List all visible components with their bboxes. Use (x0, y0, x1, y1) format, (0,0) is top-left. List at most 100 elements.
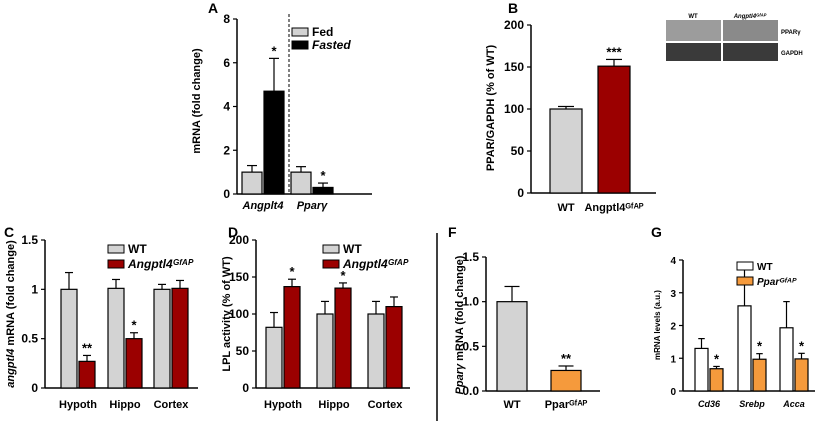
bar-g-2-0 (779, 327, 794, 392)
x-category-label: Hippo (109, 399, 140, 411)
panel-letter: C (4, 224, 14, 240)
legend-swatch (322, 244, 340, 254)
legend-swatch (736, 261, 754, 271)
bar-g-1-1 (752, 358, 767, 392)
significance-marker: * (340, 268, 346, 283)
y-tick-label: 50 (511, 144, 525, 158)
x-category-label: Srebp (739, 399, 765, 409)
chart-panel-g: G 0 1 2 3 4 mRNA levels (a.u.) * * * Cd36 Srebp Acca… (651, 224, 815, 409)
significance-marker: ** (82, 340, 93, 355)
bar-d-2-1 (385, 306, 403, 389)
x-category-label: Angptl4ᴳᶠᴬᴾ (584, 202, 643, 214)
y-tick-label: 1 (31, 282, 38, 296)
y-axis-label: LPL activity (% of WT) (221, 256, 233, 372)
y-axis-label-rest: mRNA (fold change) (5, 240, 17, 346)
x-category-label: Hypoth (264, 399, 302, 411)
significance-marker: * (799, 338, 805, 353)
legend-swatch (322, 259, 340, 269)
y-tick-label: 8 (223, 12, 230, 26)
y-tick-label: 0 (242, 381, 249, 395)
significance-marker: * (320, 168, 326, 183)
bar-a-0-1 (263, 90, 285, 195)
legend-label: WT (128, 242, 147, 256)
significance-marker: ** (561, 351, 572, 366)
y-tick-label: 1 (670, 354, 676, 365)
y-tick-label: 200 (504, 18, 524, 32)
y-tick-label: 0.0 (462, 384, 479, 398)
legend-label: Pparᴳᶠᴬᴾ (757, 277, 797, 288)
y-tick-label: 100 (229, 307, 249, 321)
x-category-label: Cortex (368, 399, 404, 411)
blot-band-ko-ppar (723, 20, 778, 41)
legend-swatch (291, 27, 309, 37)
x-category-label: Cd36 (698, 399, 721, 409)
y-tick-label: 1.5 (462, 250, 479, 264)
legend-swatch (291, 40, 309, 50)
bar-a-1-0 (290, 171, 312, 195)
y-axis-label: PPAR/GAPDH (% of WT) (485, 45, 497, 172)
x-category-label: Pparᴳᶠᴬᴾ (545, 399, 588, 411)
bar-c-0-0 (60, 288, 78, 389)
legend-label: Angptl4ᴳᶠᴬᴾ (342, 257, 409, 271)
blot-column-label: WT (688, 14, 698, 20)
chart-panel-d: D 0 50 100 150 200 LPL activity (% of WT) * * Hyp… (221, 224, 410, 411)
y-axis-label-gene: Pparγ (454, 361, 466, 395)
legend-label: Angptl4ᴳᶠᴬᴾ (127, 257, 194, 271)
x-category-label: Pparγ (297, 200, 328, 212)
x-category-label: Acca (782, 399, 805, 409)
legend-label: Fed (312, 25, 333, 39)
y-axis-label: angptl4 mRNA (fold change) (5, 240, 17, 388)
blot-band-ko-gapdh (723, 43, 778, 61)
y-tick-label: 4 (223, 100, 230, 114)
blot-row-label: PPARγ (781, 30, 801, 36)
bar-c-2-0 (153, 288, 171, 389)
chart-panel-a: A 0 2 4 6 8 mRNA (fold change) * * Angplt4 Pparγ Fe… (191, 0, 372, 212)
panel-letter: G (651, 224, 662, 240)
y-axis-label: Pparγ mRNA (fold change) (454, 255, 466, 394)
legend-label: Fasted (312, 38, 351, 52)
y-tick-label: 150 (229, 270, 249, 284)
y-axis-label: mRNA (fold change) (191, 48, 203, 154)
bar-f-0-0 (496, 301, 528, 392)
y-tick-label: 200 (229, 233, 249, 247)
bar-c-2-1 (171, 287, 189, 389)
y-axis-label-gene: angptl4 (5, 346, 17, 388)
significance-marker: * (131, 318, 137, 333)
x-category-label: WT (557, 202, 574, 214)
blot-row-label: GAPDH (781, 51, 803, 57)
bar-d-2-0 (367, 313, 385, 389)
blot-band-wt-ppar (666, 20, 721, 41)
y-tick-label: 6 (223, 56, 230, 70)
y-axis-label: mRNA levels (a.u.) (653, 290, 662, 360)
legend-label: WT (757, 262, 773, 273)
chart-panel-b: B 0 50 100 150 200 PPAR/GAPDH (% of WT) *** WT An… (485, 0, 803, 214)
y-tick-label: 0.5 (462, 339, 479, 353)
significance-marker: * (757, 339, 763, 354)
panel-letter: D (228, 224, 238, 240)
bar-c-0-1 (78, 360, 96, 389)
bar-d-1-0 (316, 313, 334, 389)
bar-b-1-0 (597, 65, 631, 194)
panel-letter: A (208, 0, 218, 16)
panel-letter: F (448, 224, 457, 240)
y-tick-label: 4 (670, 256, 676, 267)
x-category-label: Cortex (154, 399, 190, 411)
bar-d-0-1 (283, 286, 301, 389)
y-tick-label: 0 (670, 387, 676, 398)
y-tick-label: 0 (31, 381, 38, 395)
y-tick-label: 0 (223, 187, 230, 201)
y-axis-label-rest: mRNA (fold change) (454, 255, 466, 361)
x-category-label: Angplt4 (242, 200, 284, 212)
bar-g-2-1 (794, 358, 809, 392)
legend-swatch (736, 276, 754, 286)
bar-f-1-0 (550, 369, 582, 392)
significance-marker: * (714, 351, 720, 366)
bar-c-1-0 (107, 287, 125, 389)
x-category-label: Hypoth (59, 399, 97, 411)
y-tick-label: 50 (236, 344, 250, 358)
y-tick-label: 1.5 (21, 233, 38, 247)
